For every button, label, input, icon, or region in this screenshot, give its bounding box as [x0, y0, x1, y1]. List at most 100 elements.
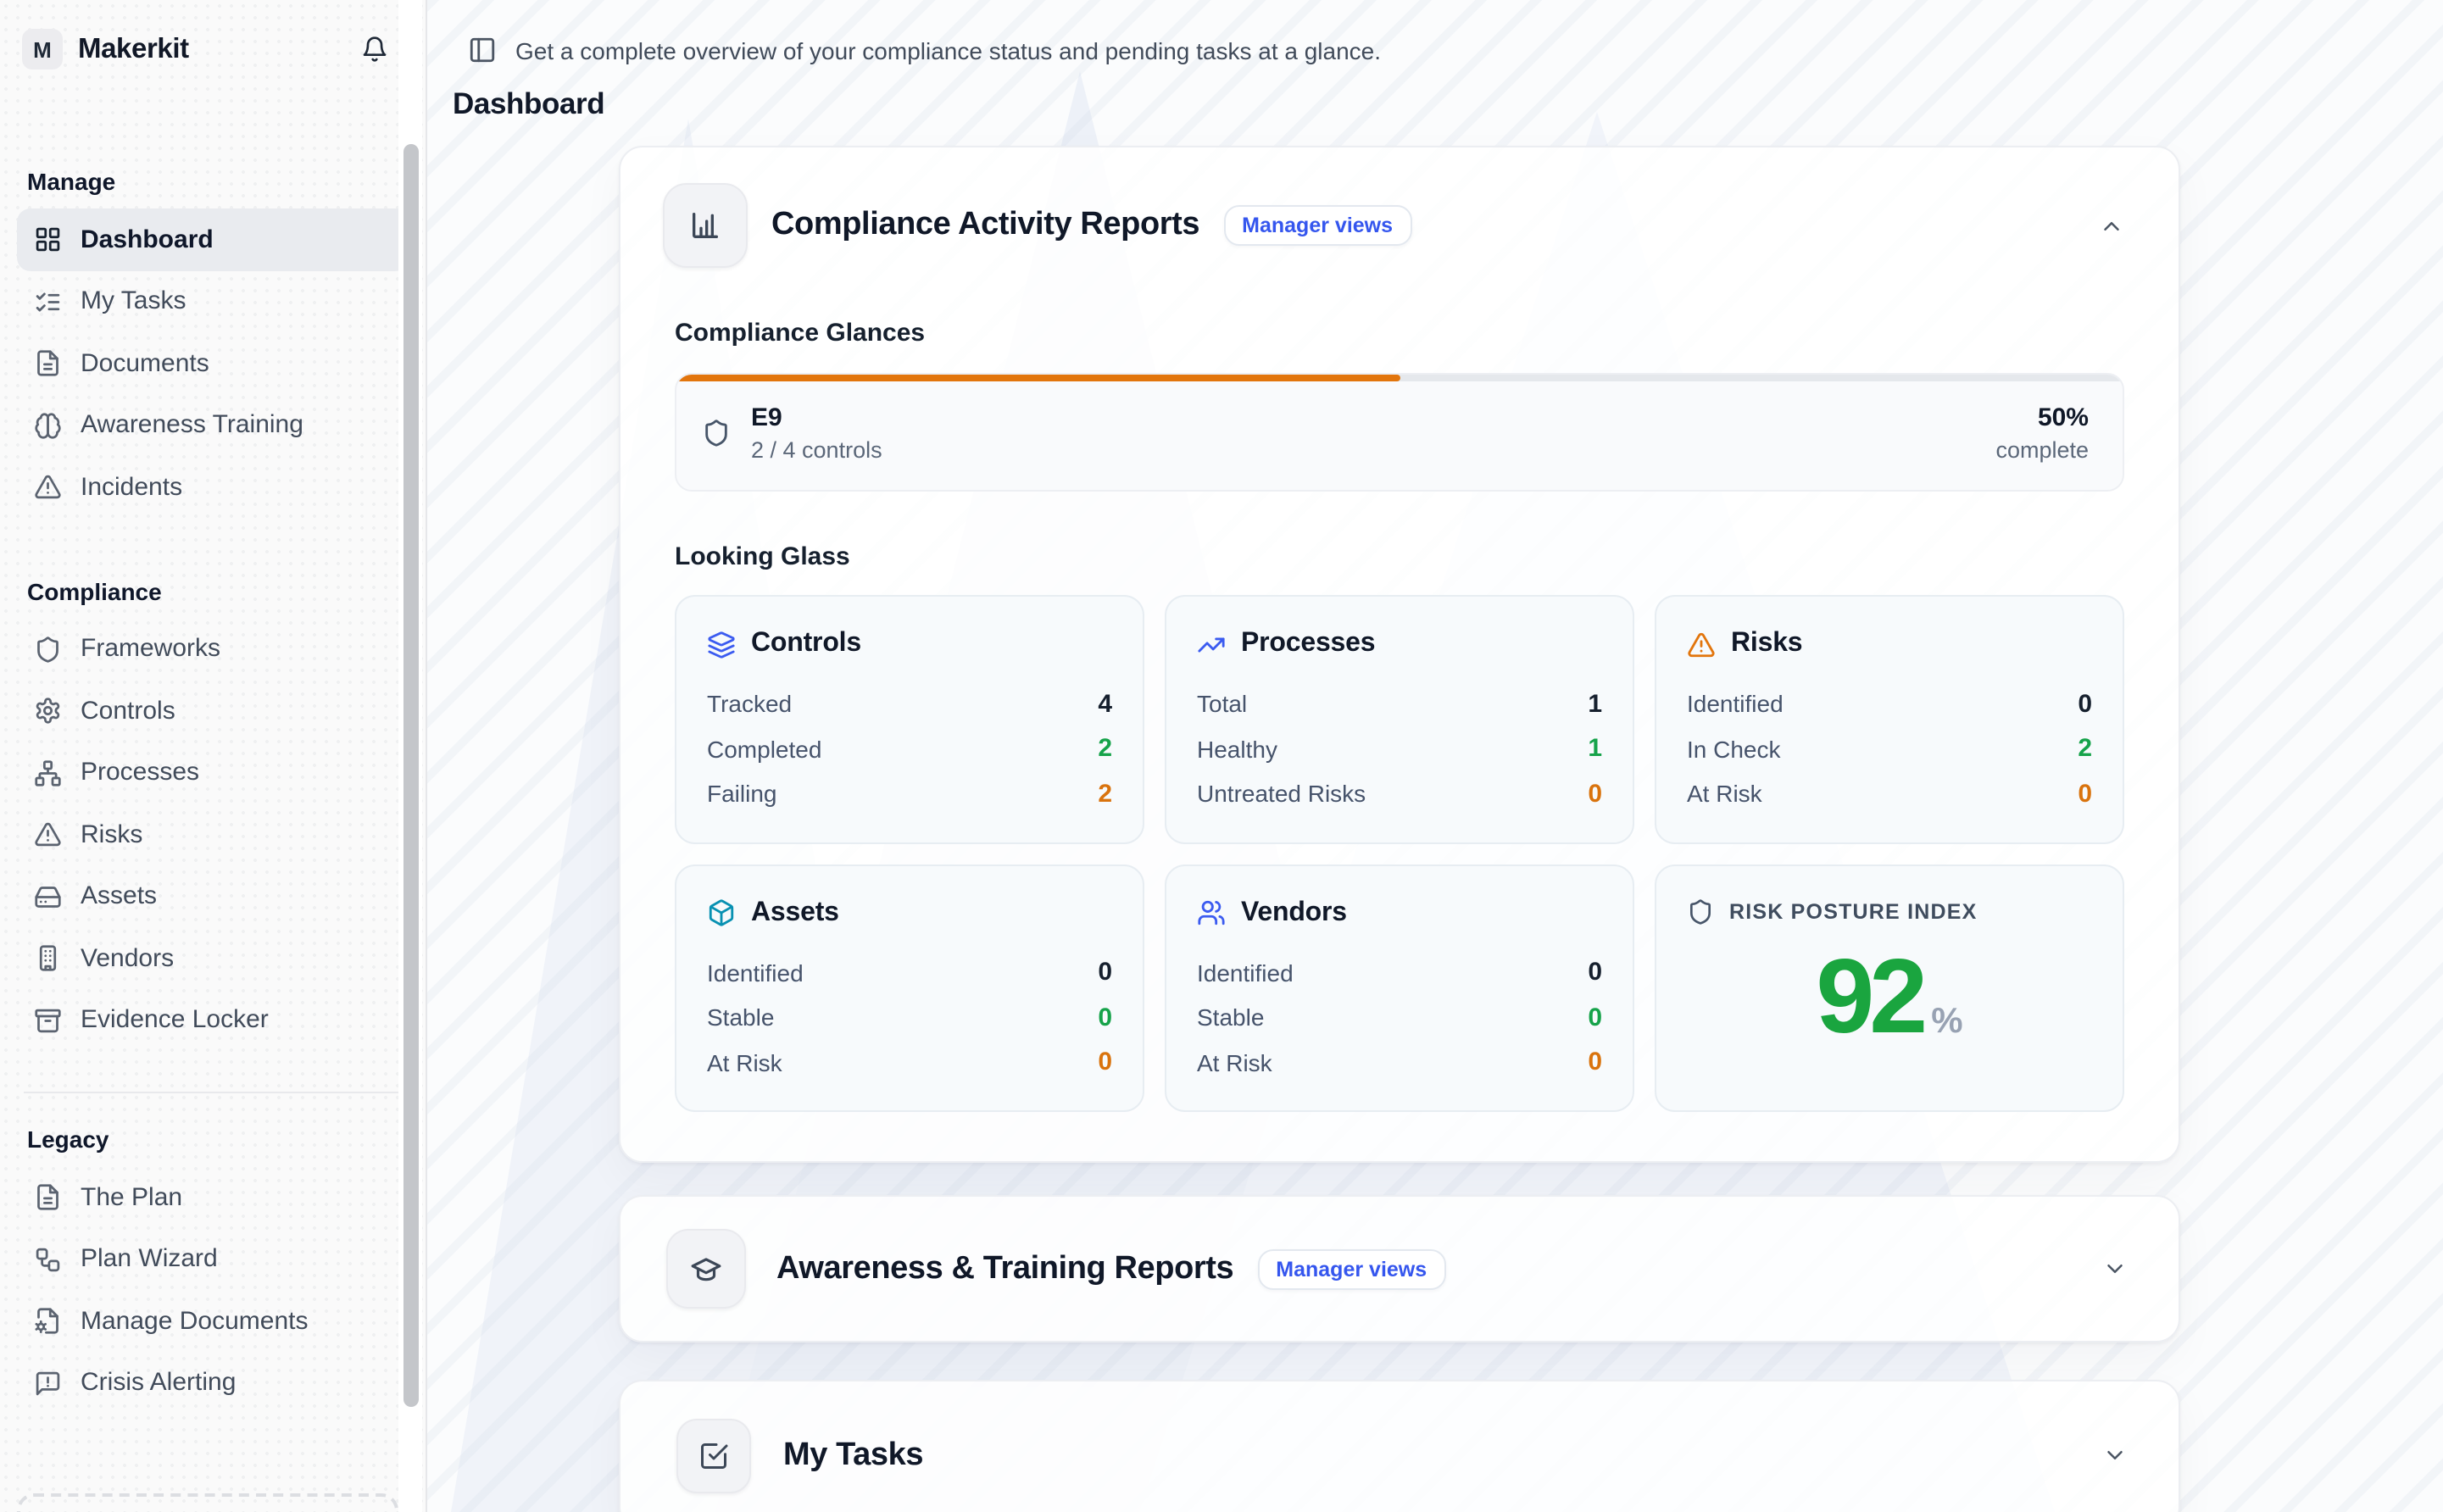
sidebar-item-label: Incidents	[81, 472, 183, 502]
sidebar-item-the-plan[interactable]: The Plan	[17, 1166, 409, 1228]
chevron-down-icon[interactable]	[2102, 1256, 2128, 1281]
notifications-bell-icon[interactable]	[361, 36, 388, 63]
stat-row: Stable 0	[1197, 1003, 1602, 1032]
sidebar-item-label: The Plan	[81, 1182, 183, 1212]
shield-icon	[1687, 898, 1714, 925]
kpi-label: RISK POSTURE INDEX	[1729, 899, 1978, 923]
layers-icon	[707, 630, 736, 659]
alert-triangle-icon	[34, 820, 62, 848]
stat-row: Failing 2	[707, 779, 1112, 809]
sidebar-item-plan-wizard[interactable]: Plan Wizard	[17, 1228, 409, 1290]
sidebar-item-vendors[interactable]: Vendors	[17, 927, 409, 989]
lg-card-assets[interactable]: Assets Identified 0 Stable 0	[675, 864, 1144, 1112]
my-tasks-card[interactable]: My Tasks	[619, 1380, 2180, 1512]
stat-value: 0	[1588, 779, 1602, 809]
alert-triangle-icon	[1687, 630, 1716, 659]
main-area: Get a complete overview of your complian…	[427, 0, 2443, 1512]
sidebar-nav: Manage Dashboard My Tasks Documents	[0, 168, 426, 1414]
sidebar-item-label: Frameworks	[81, 634, 221, 664]
kpi-value: 92	[1816, 938, 1928, 1055]
stat-value: 1	[1588, 689, 1602, 719]
progress-bar	[676, 375, 2123, 381]
sidebar-item-label: Processes	[81, 758, 200, 787]
chevron-down-icon[interactable]	[2102, 1443, 2128, 1468]
stat-value: 0	[1588, 958, 1602, 987]
sidebar-item-label: Documents	[81, 348, 209, 378]
gear-icon	[34, 697, 62, 725]
risk-posture-index-card[interactable]: RISK POSTURE INDEX 92%	[1655, 864, 2124, 1112]
compliance-activity-reports-header[interactable]: Compliance Activity Reports Manager view…	[620, 147, 2179, 268]
sidebar-item-documents[interactable]: Documents	[17, 332, 409, 394]
sidebar-item-risks[interactable]: Risks	[17, 803, 409, 865]
sidebar-item-incidents[interactable]: Incidents	[17, 456, 409, 518]
sidebar-item-label: Vendors	[81, 943, 175, 973]
nav-section-legacy: Legacy	[27, 1126, 109, 1153]
sidebar-item-dashboard[interactable]: Dashboard	[17, 208, 409, 270]
card-title: Compliance Activity Reports	[771, 207, 1200, 242]
awareness-training-reports-card[interactable]: Awareness & Training Reports Manager vie…	[619, 1195, 2180, 1342]
lg-card-title: Vendors	[1241, 898, 1347, 926]
workspace-name[interactable]: Makerkit	[78, 33, 189, 64]
archive-icon	[34, 1006, 62, 1034]
hard-drive-icon	[34, 882, 62, 910]
sidebar-item-frameworks[interactable]: Frameworks	[17, 618, 409, 680]
sidebar-item-my-tasks[interactable]: My Tasks	[17, 270, 409, 332]
bar-chart-icon	[663, 183, 748, 268]
manager-views-badge[interactable]: Manager views	[1223, 205, 1412, 246]
sidebar-scrollbar-thumb[interactable]	[403, 144, 419, 1407]
graduation-cap-icon	[666, 1229, 746, 1309]
stat-row: Completed 2	[707, 734, 1112, 764]
lg-card-controls[interactable]: Controls Tracked 4 Completed 2	[675, 595, 1144, 843]
network-icon	[34, 759, 62, 787]
lg-card-processes[interactable]: Processes Total 1 Healthy 1	[1165, 595, 1634, 843]
stat-row: Identified 0	[707, 958, 1112, 987]
stat-value: 0	[1098, 958, 1112, 987]
sidebar-item-controls[interactable]: Controls	[17, 680, 409, 742]
panel-left-icon[interactable]	[468, 36, 497, 64]
stat-row: Total 1	[1197, 689, 1602, 719]
lg-card-title: Controls	[751, 629, 861, 658]
stat-row: At Risk 0	[707, 1048, 1112, 1077]
compliance-activity-reports-card: Compliance Activity Reports Manager view…	[619, 146, 2180, 1163]
building-icon	[34, 944, 62, 972]
stat-value: 1	[1588, 734, 1602, 764]
sidebar-item-label: Controls	[81, 696, 175, 725]
stat-value: 0	[2078, 689, 2092, 719]
lg-card-title: Processes	[1241, 629, 1376, 658]
stat-value: 2	[1098, 779, 1112, 809]
framework-glance-card[interactable]: E9 2 / 4 controls 50% complete	[675, 373, 2124, 492]
workspace-avatar[interactable]: M	[22, 29, 63, 69]
sidebar-item-label: Plan Wizard	[81, 1244, 218, 1274]
sidebar-item-evidence-locker[interactable]: Evidence Locker	[17, 989, 409, 1051]
manager-views-badge[interactable]: Manager views	[1257, 1248, 1446, 1289]
package-icon	[707, 898, 736, 927]
file-text-icon	[34, 1183, 62, 1211]
lg-card-vendors[interactable]: Vendors Identified 0 Stable 0	[1165, 864, 1634, 1112]
shield-icon	[702, 419, 731, 447]
stat-value: 2	[2078, 734, 2092, 764]
chevron-up-icon[interactable]	[2099, 213, 2124, 238]
compliance-glances-heading: Compliance Glances	[675, 319, 926, 347]
workflow-icon	[34, 1245, 62, 1273]
progress-bar-fill	[676, 375, 1400, 381]
clipboard-check-icon	[676, 1418, 751, 1493]
list-checks-icon	[34, 287, 62, 315]
page-title: Dashboard	[453, 86, 605, 120]
nav-section-compliance: Compliance	[27, 577, 162, 604]
file-text-icon	[34, 349, 62, 377]
stat-row: Tracked 4	[707, 689, 1112, 719]
sidebar-item-assets[interactable]: Assets	[17, 865, 409, 927]
sidebar-item-awareness-training[interactable]: Awareness Training	[17, 394, 409, 456]
alert-triangle-icon	[34, 473, 62, 501]
lg-card-title: Risks	[1731, 629, 1803, 658]
sidebar-item-processes[interactable]: Processes	[17, 742, 409, 803]
lg-card-risks[interactable]: Risks Identified 0 In Check 2	[1655, 595, 2124, 843]
sidebar-divider	[24, 1092, 402, 1093]
stat-value: 2	[1098, 734, 1112, 764]
sidebar-item-manage-documents[interactable]: Manage Documents	[17, 1290, 409, 1352]
sidebar-item-label: Evidence Locker	[81, 1005, 269, 1035]
sidebar-item-crisis-alerting[interactable]: Crisis Alerting	[17, 1352, 409, 1414]
stat-value: 0	[1098, 1048, 1112, 1077]
stat-value: 0	[1098, 1003, 1112, 1032]
sidebar-item-label: Manage Documents	[81, 1306, 309, 1336]
